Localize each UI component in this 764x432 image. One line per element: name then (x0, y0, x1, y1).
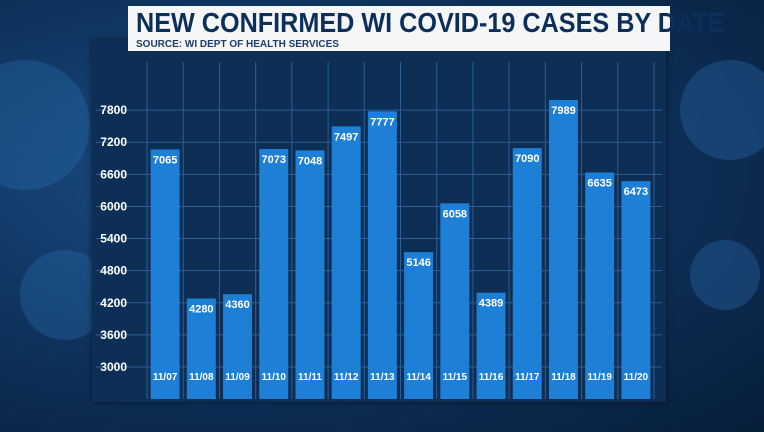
bar-value-label: 4360 (225, 299, 249, 311)
y-tick-label: 4200 (100, 296, 127, 310)
bar (621, 181, 651, 399)
x-tick-label: 11/14 (406, 372, 431, 383)
bar (548, 99, 578, 400)
y-tick-label: 6600 (100, 167, 127, 181)
y-tick-label: 7800 (100, 103, 127, 117)
bar (259, 149, 289, 399)
x-tick-label: 11/15 (443, 372, 468, 383)
bar-value-label: 7073 (262, 154, 286, 166)
bar (367, 111, 397, 399)
bar (476, 292, 506, 399)
bar (440, 203, 470, 399)
background-virus-decoration (680, 60, 764, 160)
bar-value-label: 4280 (189, 303, 213, 315)
bar-value-label: 7065 (153, 154, 177, 166)
bar (585, 172, 615, 399)
bar-value-label: 7777 (370, 116, 394, 128)
bars: 7065 4280 4360 7073 7048 7497 7777 5146 6058 4389… (150, 99, 651, 400)
bar-value-label: 7497 (334, 131, 358, 143)
x-tick-label: 11/10 (262, 372, 287, 383)
y-tick-label: 7200 (100, 135, 127, 149)
x-tick-label: 11/08 (189, 372, 214, 383)
x-tick-label: 11/09 (225, 372, 250, 383)
chart-subtitle: SOURCE: WI DEPT OF HEALTH SERVICES (136, 39, 339, 50)
y-tick-label: 4800 (100, 264, 127, 278)
y-tick-label: 6000 (100, 199, 127, 213)
x-tick-label: 11/20 (624, 372, 649, 383)
x-tick-label: 11/18 (551, 372, 576, 383)
bar (404, 252, 434, 399)
bar-value-label: 6473 (624, 186, 648, 198)
y-tick-label: 3600 (100, 328, 127, 342)
bar (295, 150, 325, 399)
y-axis: 3000 3600 4200 4800 5400 6000 6600 7200 7800 (100, 103, 127, 374)
x-tick-label: 11/16 (479, 372, 504, 383)
bar-value-label: 6058 (443, 208, 467, 220)
x-axis: 11/07 11/08 11/09 11/10 11/11 11/12 11/13 11/14… (153, 372, 649, 383)
bar-value-label: 4389 (479, 298, 503, 310)
bar-value-label: 7048 (298, 155, 322, 167)
x-tick-label: 11/19 (587, 372, 612, 383)
bar-value-label: 5146 (406, 257, 430, 269)
y-tick-label: 3000 (100, 360, 127, 374)
bar (223, 294, 253, 399)
bar (186, 298, 216, 399)
bar-value-label: 7090 (515, 153, 539, 165)
x-tick-label: 11/11 (298, 372, 322, 383)
bar-value-label: 7989 (551, 105, 575, 117)
bar-value-label: 6635 (587, 177, 611, 189)
x-tick-label: 11/13 (370, 372, 395, 383)
bar (512, 148, 542, 399)
bar (331, 126, 361, 400)
title-bar (128, 6, 670, 51)
x-tick-label: 11/17 (515, 372, 540, 383)
x-tick-label: 11/12 (334, 372, 359, 383)
x-tick-label: 11/07 (153, 372, 178, 383)
y-tick-label: 5400 (100, 232, 127, 246)
bar (150, 149, 180, 399)
background-virus-decoration (690, 240, 760, 310)
